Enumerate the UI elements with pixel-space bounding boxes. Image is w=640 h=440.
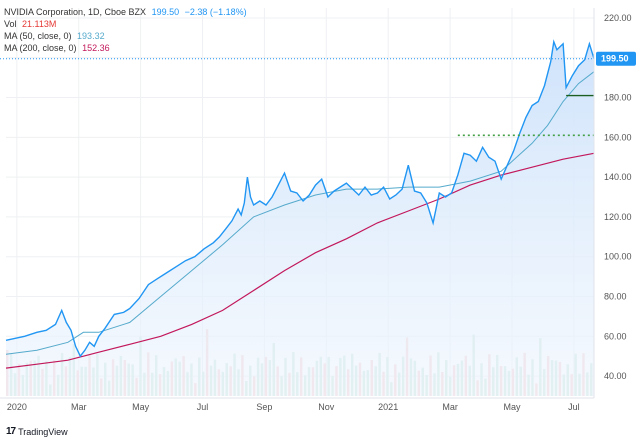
last-price-badge-bg [596, 51, 636, 66]
x-tick-label: 2021 [378, 402, 398, 412]
price-area-fill [6, 41, 594, 397]
chart-legend: NVIDIA Corporation, 1D, Cboe BZX 199.50 … [4, 6, 247, 54]
x-tick-label: Mar [442, 402, 458, 412]
last-price-value: 199.50 [151, 7, 180, 17]
legend-symbol-row: NVIDIA Corporation, 1D, Cboe BZX 199.50 … [4, 6, 247, 18]
x-tick-label: Mar [71, 402, 87, 412]
price-change: −2.38 (−1.18%) [184, 7, 247, 17]
legend-ma200-row: MA (200, close, 0) 152.36 [4, 42, 247, 54]
volume-label[interactable]: Vol [4, 19, 17, 29]
y-axis[interactable]: 40.00 60.00 80.00 100.00 120.00 140.00 160.00 1… [593, 8, 632, 398]
legend-volume-row: Vol 21.113M [4, 18, 247, 30]
volume-value: 21.113M [22, 19, 57, 29]
y-tick-label: 100.00 [604, 252, 632, 262]
y-tick-label: 140.00 [604, 172, 632, 182]
ma200-label[interactable]: MA (200, close, 0) [4, 43, 77, 53]
ma50-line [5, 71, 595, 355]
x-tick-label: Jul [568, 402, 580, 412]
y-tick-label: 40.00 [604, 371, 627, 381]
y-tick-label: 120.00 [604, 212, 632, 222]
x-tick-label: May [503, 402, 521, 412]
x-tick-label: 2020 [7, 402, 27, 412]
y-tick-label: 180.00 [604, 93, 632, 103]
legend-ma50-row: MA (50, close, 0) 193.32 [4, 30, 247, 42]
x-axis[interactable]: 2020 Mar May Jul Sep Nov 2021 Mar May Jul [0, 397, 594, 412]
x-tick-label: Sep [256, 402, 272, 412]
x-tick-label: Nov [318, 402, 335, 412]
tradingview-logo-icon: 17 [6, 426, 16, 437]
ma50-label[interactable]: MA (50, close, 0) [4, 31, 72, 41]
ma200-value: 152.36 [82, 43, 110, 53]
horizontal-levels[interactable] [457, 94, 594, 137]
y-tick-label: 80.00 [604, 292, 627, 302]
ma200-line [5, 152, 595, 369]
price-line [5, 39, 595, 358]
brand-name: TradingView [18, 426, 68, 437]
x-tick-label: Jul [197, 402, 209, 412]
x-tick-label: May [132, 402, 150, 412]
ma50-value: 193.32 [77, 31, 105, 41]
y-tick-label: 60.00 [604, 331, 627, 341]
symbol-title[interactable]: NVIDIA Corporation, 1D, Cboe BZX [4, 7, 147, 17]
last-price-badge-text: 199.50 [601, 54, 629, 64]
y-tick-label: 220.00 [604, 13, 632, 23]
last-price-badge: 199.50 [596, 51, 636, 66]
tradingview-brand[interactable]: 17 TradingView [6, 426, 68, 437]
y-tick-label: 160.00 [604, 132, 632, 142]
